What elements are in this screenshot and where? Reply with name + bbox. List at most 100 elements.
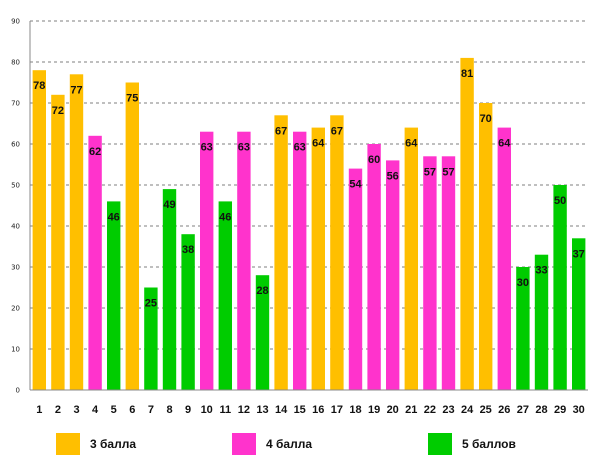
data-label: 46: [219, 211, 231, 223]
bar: [181, 234, 195, 390]
bar: [255, 275, 270, 390]
x-tick-label: 16: [312, 404, 324, 416]
x-tick-label: 19: [368, 404, 380, 416]
bar: [51, 94, 65, 391]
bar: [348, 168, 363, 390]
y-tick-label: 90: [11, 18, 20, 26]
x-tick-label: 27: [517, 404, 529, 416]
data-label: 56: [387, 170, 399, 182]
data-label: 77: [70, 84, 82, 96]
data-label: 46: [108, 211, 120, 223]
legend-label-5: 5 баллов: [462, 437, 516, 451]
data-label: 81: [461, 68, 473, 80]
y-tick-label: 0: [16, 387, 20, 395]
data-label: 28: [256, 285, 268, 297]
bar: [162, 189, 177, 390]
data-label: 70: [480, 113, 492, 125]
bar: [404, 127, 418, 390]
data-label: 25: [145, 298, 157, 310]
x-tick-label: 2: [55, 404, 61, 416]
data-label: 63: [201, 142, 213, 154]
y-tick-label: 10: [11, 346, 20, 354]
x-tick-label: 8: [166, 404, 172, 416]
x-tick-label: 25: [480, 404, 492, 416]
bar: [125, 82, 139, 390]
x-tick-label: 26: [498, 404, 510, 416]
bar: [534, 254, 549, 390]
bar: [237, 131, 251, 390]
bar: [330, 115, 344, 391]
data-label: 78: [33, 80, 45, 92]
x-tick-label: 17: [331, 404, 343, 416]
bars: [32, 57, 586, 391]
bar: [200, 131, 214, 390]
legend-swatch-4: [232, 433, 256, 455]
x-tick-label: 23: [442, 404, 454, 416]
bar: [274, 115, 288, 391]
y-tick-label: 60: [11, 141, 20, 149]
data-label: 30: [517, 277, 529, 289]
x-tick-label: 10: [201, 404, 213, 416]
bar: [69, 74, 84, 391]
bar: [32, 70, 46, 390]
x-tick-label: 29: [554, 404, 566, 416]
data-label: 54: [349, 179, 362, 191]
bar: [311, 127, 325, 390]
x-tick-label: 18: [349, 404, 361, 416]
bar: [479, 103, 493, 390]
legend-label-3: 3 балла: [90, 437, 137, 451]
data-label: 49: [163, 199, 175, 211]
bar: [88, 135, 102, 390]
x-tick-label: 9: [185, 404, 191, 416]
bar: [441, 156, 456, 390]
x-tick-label: 12: [238, 404, 250, 416]
legend-item-3: 3 балла: [56, 432, 136, 456]
y-tick-label: 80: [11, 59, 20, 67]
x-tick-label: 7: [148, 404, 154, 416]
bar: [553, 185, 567, 390]
data-label: 64: [498, 138, 511, 150]
data-labels: 78 72 77 62 46 75 25 49 38 63 46 63 28 67 63 64 67 54 60 56…: [33, 68, 585, 310]
data-label: 63: [294, 142, 306, 154]
x-tick-label: 14: [275, 404, 288, 416]
legend-item-4: 4 балла: [232, 432, 312, 456]
bar: [367, 144, 381, 390]
data-label: 57: [424, 166, 436, 178]
x-axis-ticks: 1 2 3 4 5 6 7 8 9 10 11 12 13 14 15 16 17 18 19 20 21 22 23 24 2…: [36, 404, 585, 416]
x-tick-label: 28: [535, 404, 547, 416]
legend-swatch-5: [428, 433, 452, 455]
bar: [572, 238, 586, 390]
y-tick-label: 30: [11, 264, 20, 272]
x-tick-label: 15: [294, 404, 306, 416]
bar: [218, 201, 232, 390]
x-tick-label: 13: [256, 404, 268, 416]
x-tick-label: 3: [73, 404, 79, 416]
x-tick-label: 20: [387, 404, 399, 416]
data-label: 67: [331, 125, 343, 137]
bar: [293, 131, 307, 390]
data-label: 72: [52, 105, 64, 117]
bar: [497, 127, 511, 390]
data-label: 60: [368, 154, 380, 166]
bar: [386, 160, 400, 390]
data-label: 63: [238, 142, 250, 154]
legend: 3 балла 4 балла 5 баллов: [0, 432, 597, 460]
legend-label-4: 4 балла: [266, 437, 313, 451]
x-tick-label: 30: [573, 404, 585, 416]
data-label: 38: [182, 244, 194, 256]
data-label: 37: [573, 248, 585, 260]
x-tick-label: 4: [92, 404, 99, 416]
data-label: 75: [126, 93, 138, 105]
data-label: 33: [535, 265, 547, 277]
bar: [423, 156, 437, 390]
data-label: 67: [275, 125, 287, 137]
x-tick-label: 11: [219, 404, 231, 416]
x-tick-label: 5: [111, 404, 117, 416]
bar: [516, 267, 530, 390]
gridlines: [30, 20, 588, 350]
y-tick-label: 50: [11, 182, 20, 190]
x-tick-label: 24: [461, 404, 474, 416]
y-tick-label: 40: [11, 223, 20, 231]
data-label: 57: [442, 166, 454, 178]
